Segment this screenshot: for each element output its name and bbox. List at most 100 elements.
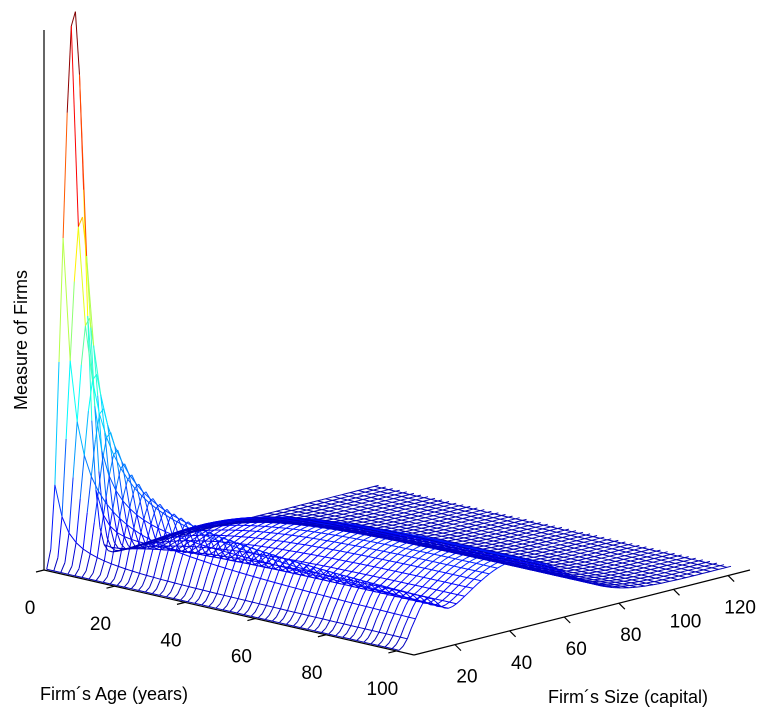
mesh-line — [268, 606, 274, 616]
mesh-line — [254, 603, 260, 613]
mesh-line — [74, 11, 80, 75]
mesh-line — [300, 544, 306, 549]
mesh-line — [46, 568, 54, 572]
mesh-line — [168, 532, 176, 538]
mesh-line — [457, 559, 463, 564]
mesh-line — [272, 540, 278, 545]
mesh-line — [293, 625, 301, 629]
mesh-line — [417, 562, 423, 568]
surface-mesh — [46, 11, 732, 651]
mesh-line — [327, 557, 333, 563]
mesh-line — [439, 591, 444, 596]
mesh-line — [241, 544, 249, 548]
mesh-line — [152, 593, 160, 596]
mesh-line — [377, 540, 382, 544]
mesh-line — [206, 531, 214, 536]
mesh-line — [362, 586, 370, 590]
mesh-line — [458, 580, 464, 586]
mesh-line — [238, 598, 246, 601]
mesh-line — [472, 584, 478, 589]
mesh-line — [356, 636, 362, 641]
mesh-line — [212, 521, 221, 524]
mesh-line — [76, 364, 82, 422]
mesh-line — [404, 573, 410, 579]
mesh-line — [103, 544, 109, 551]
mesh-line — [367, 564, 375, 568]
mesh-line — [134, 487, 143, 497]
mesh-line — [416, 571, 421, 577]
mesh-line — [351, 571, 360, 574]
mesh-line — [269, 536, 275, 540]
mesh-line — [462, 559, 470, 563]
mesh-line — [370, 590, 378, 593]
mesh-line — [62, 238, 71, 361]
mesh-line — [80, 325, 86, 366]
mesh-line — [120, 467, 129, 480]
mesh-line — [357, 581, 366, 584]
mesh-line — [267, 555, 275, 558]
mesh-line — [390, 549, 395, 554]
mesh-line — [113, 566, 119, 579]
mesh-line — [465, 546, 473, 550]
mesh-line — [174, 582, 182, 586]
mesh-line — [376, 567, 382, 573]
mesh-line — [368, 575, 374, 581]
mesh-line — [297, 543, 305, 546]
mesh-line — [430, 574, 436, 580]
mesh-line — [131, 588, 139, 591]
mesh-line — [454, 556, 460, 560]
mesh-line — [352, 558, 358, 563]
mesh-line — [132, 493, 138, 516]
mesh-line — [282, 562, 290, 566]
mesh-line — [260, 578, 268, 581]
mesh-line — [461, 586, 467, 592]
mesh-line — [124, 586, 132, 590]
mesh-line — [328, 533, 336, 536]
mesh-line — [424, 567, 432, 571]
mesh-line — [285, 527, 294, 530]
mesh-line — [274, 582, 282, 585]
mesh-line — [290, 568, 295, 572]
mesh-line — [414, 580, 420, 586]
mesh-line — [126, 547, 134, 550]
mesh-line — [264, 566, 273, 570]
mesh-line — [443, 587, 448, 592]
mesh-line — [209, 591, 218, 595]
mesh-line — [62, 112, 68, 239]
mesh-line — [360, 628, 366, 637]
mesh-line — [96, 557, 105, 562]
mesh-line — [387, 565, 393, 571]
mesh-line — [342, 552, 348, 557]
mesh-line — [158, 513, 164, 526]
mesh-line — [99, 413, 108, 438]
mesh-line — [307, 545, 313, 550]
mesh-line — [304, 544, 312, 547]
mesh-line — [196, 546, 204, 548]
mesh-line — [67, 573, 76, 577]
mesh-line — [448, 574, 454, 579]
mesh-line — [426, 578, 431, 584]
mesh-line — [378, 631, 387, 635]
mesh-line — [302, 589, 310, 593]
mesh-line — [441, 606, 449, 609]
mesh-line — [328, 580, 336, 584]
mesh-line — [298, 570, 307, 574]
mesh-line — [653, 583, 658, 586]
mesh-line — [71, 542, 77, 567]
mesh-line — [108, 475, 117, 491]
mesh-line — [326, 597, 332, 608]
mesh-line — [164, 548, 170, 564]
mesh-line — [340, 574, 348, 577]
mesh-line — [370, 643, 379, 646]
mesh-line — [479, 549, 487, 553]
mesh-line — [181, 533, 187, 536]
mesh-line — [215, 556, 223, 560]
mesh-line — [318, 546, 327, 549]
mesh-line — [324, 556, 332, 559]
mesh-line — [419, 577, 424, 582]
mesh-line — [242, 556, 250, 559]
mesh-line — [357, 626, 366, 630]
mesh-line — [325, 544, 331, 549]
mesh-line — [137, 495, 143, 511]
mesh-line — [411, 598, 420, 602]
